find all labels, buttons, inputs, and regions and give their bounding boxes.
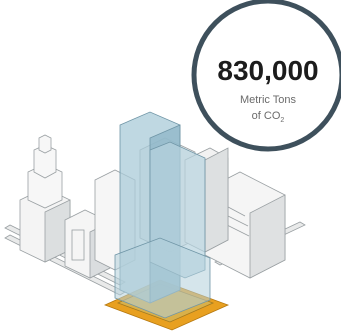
callout-unit-text: of CO (252, 110, 281, 122)
callout: 830,000 Metric Tons of CO2 (191, 0, 341, 152)
callout-value: 830,000 (217, 55, 318, 86)
building-side (204, 147, 229, 253)
callout-unit: of CO2 (252, 110, 285, 124)
building-detail (71, 229, 85, 261)
callout-circle (191, 0, 341, 152)
building-side (249, 194, 286, 279)
building-detail (224, 223, 250, 237)
city-illustration (4, 111, 306, 331)
callout-unit: Metric Tons (240, 94, 297, 106)
building (38, 134, 52, 154)
callout-unit-subscript: 2 (280, 117, 284, 124)
glass-podium (114, 237, 211, 319)
